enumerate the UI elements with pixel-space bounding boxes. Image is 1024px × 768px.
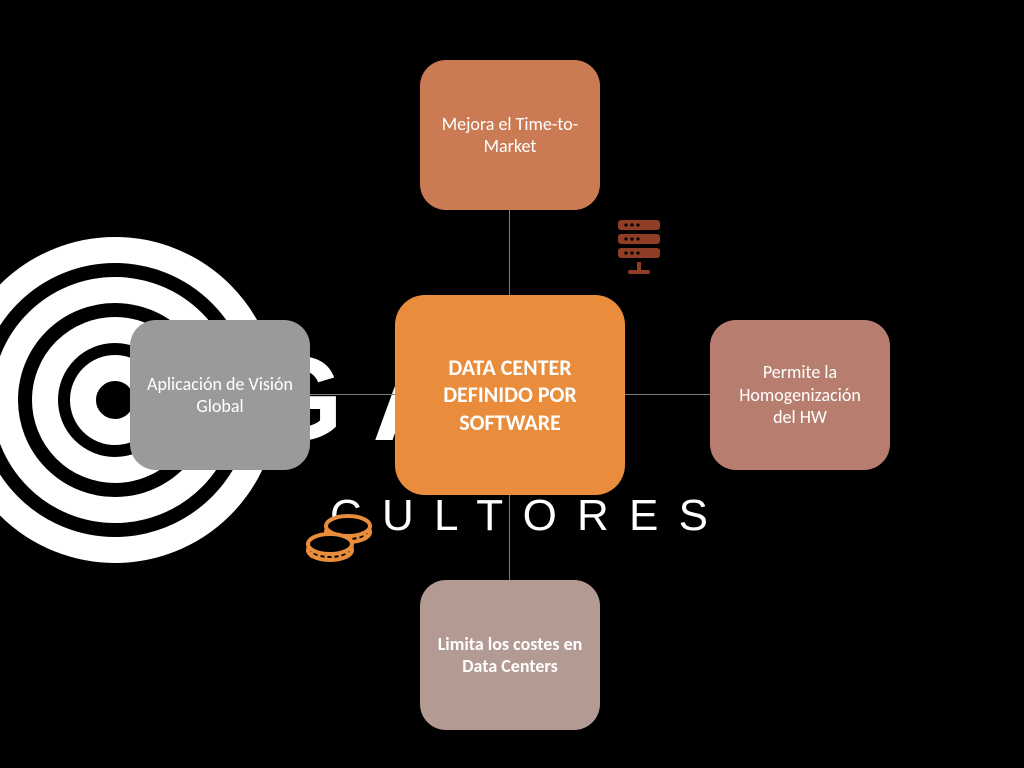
left-node-label: Aplicación de Visión Global — [146, 373, 294, 418]
left-node: Aplicación de Visión Global — [130, 320, 310, 470]
bottom-node: Limita los costes en Data Centers — [420, 580, 600, 730]
right-node: Permite la Homogenización del HW — [710, 320, 890, 470]
top-node-label: Mejora el Time-to-Market — [436, 113, 584, 158]
connector — [625, 394, 710, 395]
center-node: DATA CENTER DEFINIDO POR SOFTWARE — [395, 295, 625, 495]
center-node-label: DATA CENTER DEFINIDO POR SOFTWARE — [411, 354, 609, 437]
server-icon — [614, 218, 664, 278]
right-node-label: Permite la Homogenización del HW — [726, 361, 874, 429]
bottom-node-label: Limita los costes en Data Centers — [436, 633, 584, 678]
top-node: Mejora el Time-to-Market — [420, 60, 600, 210]
connector — [310, 394, 395, 395]
connector — [509, 210, 510, 295]
coins-icon — [300, 510, 380, 565]
diagram-stage: G A ISC U L T O R E S DATA CENTER DEFINI… — [0, 0, 1024, 768]
connector — [509, 495, 510, 580]
svg-text:C U L T O R E: C U L T O R E S — [330, 491, 712, 540]
